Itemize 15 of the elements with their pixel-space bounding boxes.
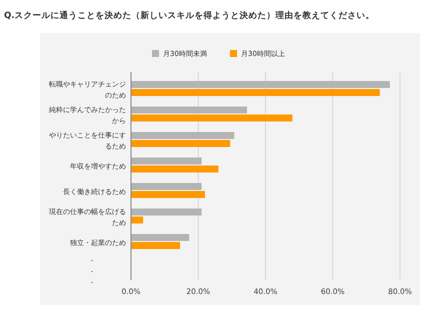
bar [131, 114, 292, 122]
bar [131, 140, 230, 147]
bar [131, 158, 202, 164]
bar [131, 216, 144, 224]
bar [131, 234, 190, 241]
bar [131, 183, 202, 190]
bar [131, 106, 248, 114]
bar [131, 191, 205, 198]
bar [131, 81, 390, 88]
chart-title: Q.スクールに通うことを決めた（新しいスキルを得ようと決めた）理由を教えてください。 [4, 10, 375, 21]
bar [131, 166, 218, 172]
bar [131, 132, 234, 139]
bar [131, 89, 380, 96]
bar [131, 208, 202, 216]
bar [131, 242, 180, 249]
